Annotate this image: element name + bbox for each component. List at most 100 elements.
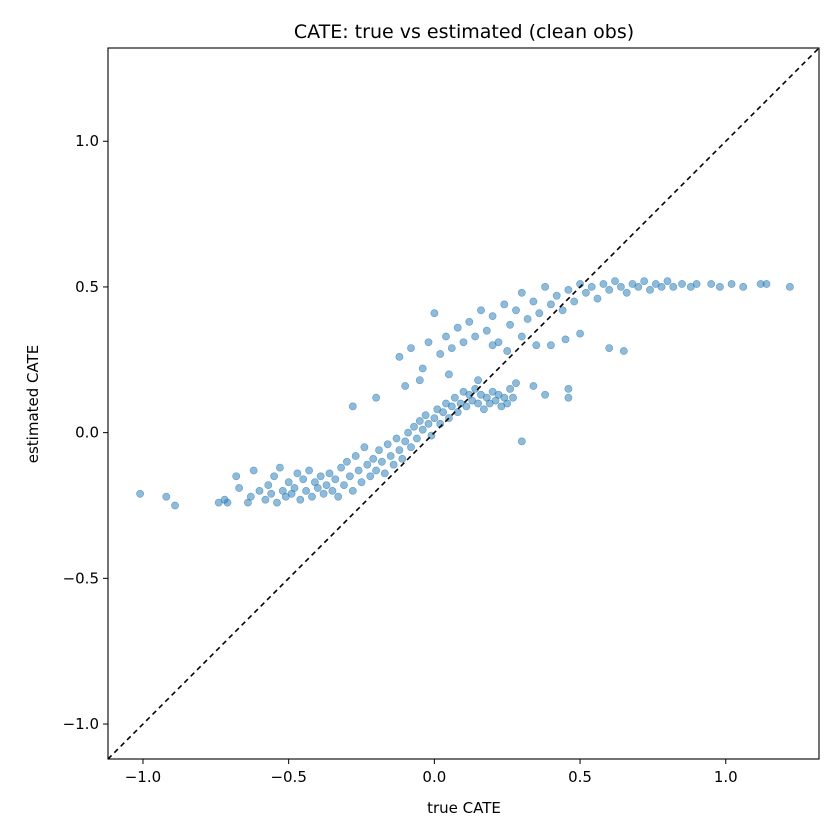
scatter-point <box>410 422 418 431</box>
points-layer <box>136 277 794 510</box>
scatter-point <box>552 291 561 300</box>
scatter-point <box>351 452 360 460</box>
scatter-point <box>444 370 453 379</box>
scatter-point <box>547 300 555 309</box>
scatter-point <box>517 437 526 446</box>
scatter-point <box>136 489 144 498</box>
scatter-point <box>564 285 573 294</box>
scatter-point <box>299 475 308 484</box>
scatter-point <box>541 390 549 399</box>
scatter-point <box>273 498 281 507</box>
scatter-point <box>587 282 596 291</box>
scatter-point <box>407 443 415 452</box>
scatter-point <box>634 282 643 291</box>
scatter-point <box>415 417 424 425</box>
scatter-point <box>517 288 526 297</box>
scatter-point <box>479 405 488 414</box>
scatter-point <box>762 280 771 288</box>
scatter-point <box>386 452 395 460</box>
scatter-point <box>506 384 514 393</box>
y-tick-label: 0.0 <box>75 424 99 442</box>
scatter-point <box>474 376 482 385</box>
scatter-point <box>593 294 602 303</box>
scatter-point <box>345 472 354 481</box>
scatter-point <box>348 402 357 411</box>
scatter-point <box>223 498 232 507</box>
scatter-point <box>369 454 378 463</box>
scatter-point <box>275 463 284 472</box>
x-tick-label: 0.5 <box>568 768 592 786</box>
scatter-point <box>264 481 273 489</box>
scatter-point <box>363 460 372 469</box>
scatter-point <box>342 457 351 466</box>
scatter-point <box>786 282 794 291</box>
scatter-point <box>707 280 716 288</box>
scatter-point <box>692 280 701 288</box>
scatter-point <box>267 489 276 498</box>
scatter-point <box>293 469 302 478</box>
scatter-point <box>360 443 369 452</box>
scatter-point <box>488 312 497 320</box>
scatter-point <box>488 341 497 350</box>
scatter-point <box>308 492 316 501</box>
scatter-point <box>462 402 471 411</box>
scatter-point <box>421 411 430 420</box>
scatter-point <box>375 446 383 454</box>
scatter-point <box>418 425 427 434</box>
scatter-point <box>296 495 305 504</box>
scatter-point <box>389 460 398 469</box>
scatter-point <box>558 306 567 315</box>
scatter-point <box>372 466 380 475</box>
scatter-point <box>380 469 389 478</box>
scatter-point <box>322 481 331 489</box>
scatter-point <box>541 282 549 291</box>
y-tick-label: 1.0 <box>75 132 99 150</box>
scatter-point <box>640 277 649 285</box>
scatter-point <box>270 472 278 481</box>
scatter-point <box>477 306 485 315</box>
scatter-point <box>657 282 666 291</box>
scatter-point <box>500 300 509 309</box>
scatter-point <box>401 437 410 446</box>
scatter-point <box>290 484 299 492</box>
scatter-point <box>366 472 375 481</box>
scatter-point <box>255 486 264 495</box>
scatter-point <box>334 492 343 501</box>
scatter-point <box>348 486 357 495</box>
scatter-point <box>436 350 445 358</box>
x-tick-label: 0.0 <box>422 768 446 786</box>
identity-reference-line <box>107 47 820 760</box>
scatter-point <box>395 446 404 454</box>
scatter-point <box>482 326 491 335</box>
scatter-point <box>424 419 433 428</box>
scatter-point <box>316 472 325 481</box>
scatter-point <box>535 309 544 318</box>
x-tick-label: −0.5 <box>270 768 306 786</box>
scatter-point <box>564 384 573 393</box>
scatter-point <box>404 428 412 437</box>
y-tick-label: −1.0 <box>63 715 99 733</box>
scatter-point <box>547 341 555 350</box>
scatter-point <box>328 486 337 495</box>
scatter-point <box>663 277 672 285</box>
scatter-point <box>377 457 386 466</box>
scatter-point <box>398 454 407 463</box>
scatter-point <box>739 282 748 291</box>
scatter-point <box>506 320 514 329</box>
scatter-point <box>453 323 462 332</box>
scatter-point <box>512 379 520 387</box>
scatter-point <box>401 382 410 390</box>
scatter-point <box>430 414 439 422</box>
ticks-layer: −1.0 −0.5 0.0 0.5 1.0 −1.0 −0.5 0.0 0.5 1.0 <box>63 132 738 786</box>
y-tick-label: 0.5 <box>75 278 99 296</box>
scatter-point <box>605 285 614 294</box>
scatter-point <box>235 484 243 492</box>
scatter-point <box>337 463 345 472</box>
plot-frame <box>107 47 820 760</box>
scatter-point <box>407 344 415 352</box>
x-axis-label: true CATE <box>427 799 501 817</box>
scatter-point <box>418 364 427 373</box>
scatter-point <box>246 492 255 501</box>
